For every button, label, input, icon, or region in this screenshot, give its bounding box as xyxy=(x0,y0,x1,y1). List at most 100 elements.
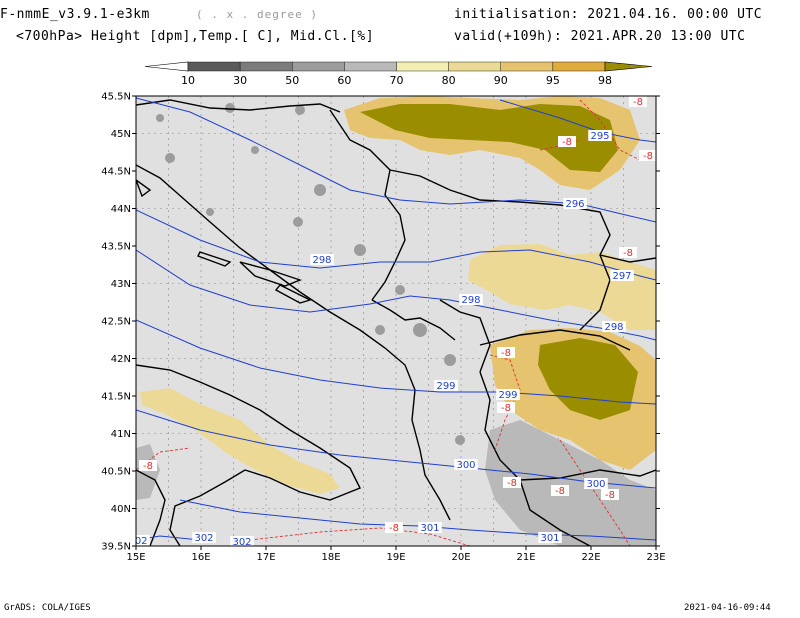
temp-label-bg xyxy=(619,247,637,258)
border-bosnia xyxy=(329,109,406,301)
temp-label: -8 xyxy=(507,478,517,489)
border-bulgaria xyxy=(599,254,656,263)
cloud-dot xyxy=(444,354,456,366)
lon-label: 18E xyxy=(321,552,340,563)
coastline-adriatic-east xyxy=(136,164,451,521)
height-label: 299 xyxy=(498,390,517,401)
colorbar-label: 30 xyxy=(233,74,248,87)
cloud-dot xyxy=(225,103,235,113)
height-label-bg xyxy=(610,270,634,281)
cloud-dot xyxy=(455,435,465,445)
temp-label-bg xyxy=(629,96,647,107)
height-label-bg xyxy=(418,522,442,533)
cloud-shading xyxy=(136,96,656,546)
variables-description: <700hPa> Height [dpm],Temp.[ C], Mid.Cl.… xyxy=(16,29,375,44)
height-label: 300 xyxy=(456,460,475,471)
border-macedonia-north xyxy=(479,329,631,351)
colorbar xyxy=(144,61,653,72)
cloud-dot xyxy=(165,153,175,163)
temp-label-bg xyxy=(385,522,403,533)
cloud-patch-east xyxy=(468,244,656,330)
colorbar-segment xyxy=(396,61,449,72)
height-label: 297 xyxy=(612,271,631,282)
valid-time: valid(+109h): 2021.APR.20 13:00 UTC xyxy=(454,29,746,44)
height-label: 298 xyxy=(461,295,480,306)
cloud-patch-grey-se xyxy=(485,420,656,546)
colorbar-label: 80 xyxy=(441,74,456,87)
border-montenegro xyxy=(371,299,456,341)
cloud-core-southeast xyxy=(538,338,638,420)
colorbar-segment xyxy=(292,61,345,72)
cloud-dot xyxy=(413,323,427,337)
height-label-bg xyxy=(496,389,520,400)
lon-label: 21E xyxy=(516,552,535,563)
height-label-bg xyxy=(230,536,254,546)
cloud-dot xyxy=(354,244,366,256)
height-label-bg xyxy=(563,198,587,209)
temp-label-bg xyxy=(639,150,656,161)
colorbar-segment xyxy=(500,61,554,72)
height-label: 302 xyxy=(194,533,213,544)
height-label-bg xyxy=(434,380,458,391)
height-label-bg xyxy=(602,321,626,332)
lat-label: 43.5N xyxy=(101,242,131,253)
timestamp-text: 2021-04-16-09:44 xyxy=(684,603,771,613)
height-label: 301 xyxy=(540,533,559,544)
height-label: 296 xyxy=(565,199,584,210)
colorbar-label: 70 xyxy=(389,74,404,87)
temp-label-bg xyxy=(558,136,576,147)
temp-label: -8 xyxy=(501,403,511,414)
lon-label: 16E xyxy=(191,552,210,563)
cloud-dot xyxy=(156,114,164,122)
colorbar-arrow-left xyxy=(144,61,189,72)
lat-label: 40N xyxy=(111,504,131,515)
island-2 xyxy=(197,251,232,267)
credit-text: GrADS: COLA/IGES xyxy=(4,603,91,613)
height-label-bg xyxy=(588,130,612,141)
lat-label: 42N xyxy=(111,354,131,365)
temp-label: -8 xyxy=(562,137,572,148)
colorbar-arrow-right xyxy=(604,61,653,72)
temp-label-bg xyxy=(497,347,515,358)
temp-label-bg xyxy=(601,489,619,500)
border-greece xyxy=(519,479,591,546)
lon-label: 23E xyxy=(646,552,665,563)
colorbar-segment xyxy=(344,61,397,72)
temp-label: -8 xyxy=(501,348,511,359)
lat-label: 44.5N xyxy=(101,167,131,178)
border-kosovo xyxy=(439,299,491,373)
coastline-italy-heel xyxy=(136,469,166,546)
island-4 xyxy=(136,179,152,198)
cloud-dot xyxy=(293,217,303,227)
lat-label: 41.5N xyxy=(101,392,131,403)
lat-label: 41N xyxy=(111,429,131,440)
temp-label: -8 xyxy=(643,151,653,162)
model-resolution: ( . x . degree ) xyxy=(196,8,318,21)
temp-label: -8 xyxy=(389,523,399,534)
lat-label: 45.5N xyxy=(101,92,131,103)
lat-label: 42.5N xyxy=(101,317,131,328)
lon-label: 15E xyxy=(126,552,145,563)
height-label-bg xyxy=(310,254,334,265)
island-3 xyxy=(274,284,312,304)
cloud-dot xyxy=(395,285,405,295)
colorbar-label: 50 xyxy=(285,74,300,87)
temp-label: -8 xyxy=(633,97,643,108)
height-label-bg xyxy=(584,478,608,489)
temp-label: -8 xyxy=(143,461,153,472)
model-title: F-nmmE_v3.9.1-e3km xyxy=(0,7,150,22)
lon-label: 17E xyxy=(256,552,275,563)
colorbar-label: 95 xyxy=(545,74,560,87)
height-label-bg xyxy=(459,294,483,305)
cloud-dot xyxy=(251,146,259,154)
height-label: 295 xyxy=(590,131,609,142)
coastline-croatia-north xyxy=(136,99,341,113)
lon-label: 22E xyxy=(581,552,600,563)
lat-label: 40.5N xyxy=(101,467,131,478)
height-label-bg xyxy=(192,532,216,543)
temp-label-bg xyxy=(551,485,569,496)
height-label-bg xyxy=(454,459,478,470)
coastline-italy xyxy=(136,364,361,546)
height-label: 298 xyxy=(312,255,331,266)
colorbar-segment xyxy=(187,61,241,72)
